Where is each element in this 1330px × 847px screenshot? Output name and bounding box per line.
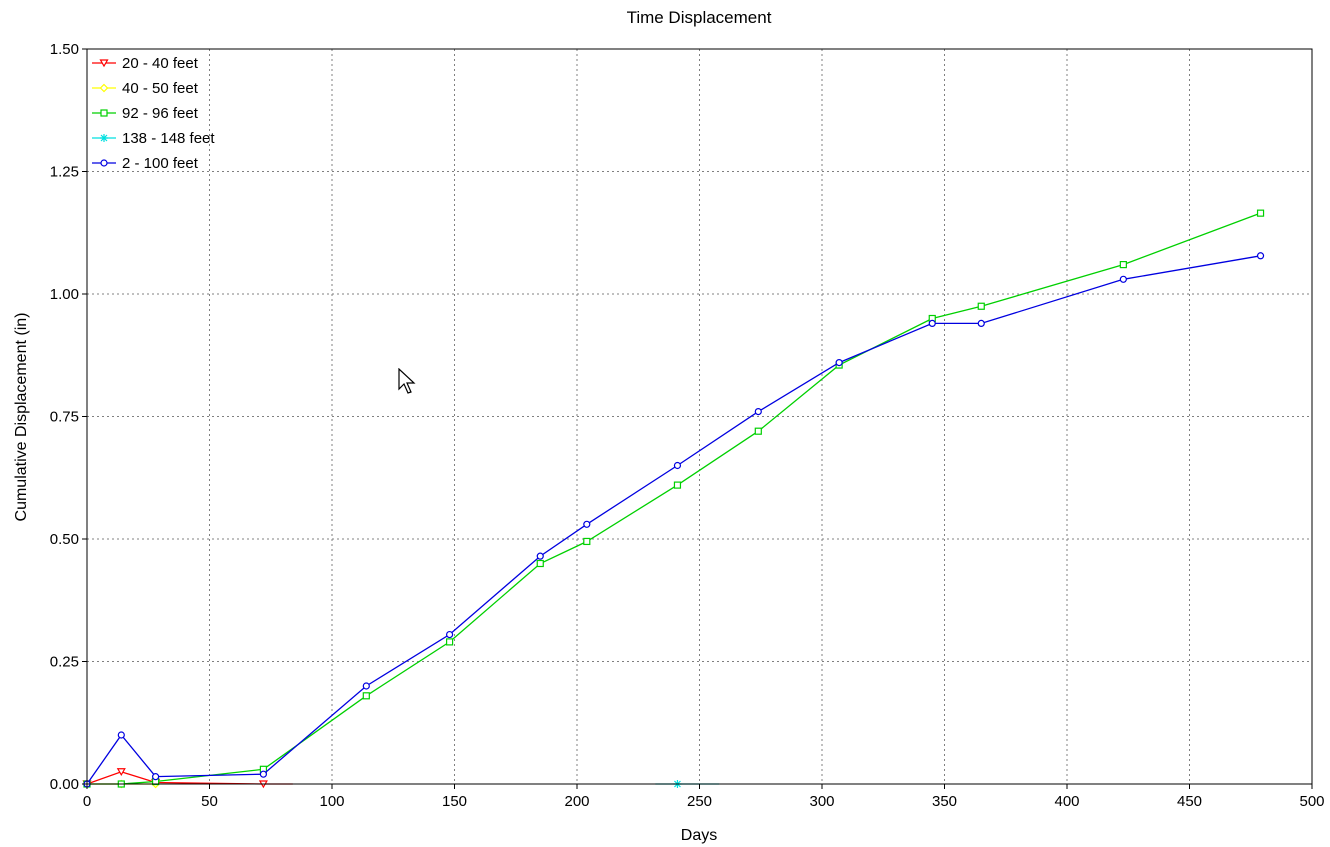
data-point: [362, 692, 370, 700]
y-tick-label: 0.50: [50, 531, 79, 548]
data-point: [446, 638, 454, 646]
y-tick-label: 0.25: [50, 654, 79, 671]
legend-label: 40 - 50 feet: [122, 80, 199, 97]
data-point: [536, 559, 544, 568]
x-tick-label: 0: [83, 793, 91, 810]
series-line: [87, 212, 1261, 785]
x-tick-label: 200: [564, 793, 589, 810]
y-tick-label: 0.75: [50, 409, 79, 426]
legend-label: 138 - 148 feet: [122, 130, 215, 147]
x-tick-label: 100: [319, 793, 344, 810]
data-point: [835, 359, 843, 367]
series-2-100feet: [83, 252, 1265, 788]
y-tick-label: 0.00: [50, 776, 79, 793]
grid: [87, 49, 1312, 784]
data-point: [117, 731, 125, 739]
legend-entry: 40 - 50 feet: [92, 80, 199, 97]
x-tick-label: 400: [1054, 793, 1079, 810]
legend-entry: 20 - 40 feet: [92, 55, 199, 72]
data-point: [1119, 275, 1127, 283]
y-tick-label: 1.00: [50, 286, 79, 303]
x-tick-label: 50: [201, 793, 218, 810]
chart-title: Time Displacement: [627, 8, 772, 27]
data-point: [754, 408, 762, 416]
x-tick-label: 450: [1177, 793, 1202, 810]
data-point: [583, 537, 591, 546]
data-point: [1256, 209, 1265, 217]
x-tick-label: 300: [809, 793, 834, 810]
data-point: [977, 302, 985, 310]
legend-entry: 92 - 96 feet: [92, 105, 199, 122]
data-point: [259, 770, 267, 778]
y-tick-label: 1.50: [50, 41, 79, 58]
data-point: [673, 481, 682, 489]
legend-marker: [100, 159, 108, 167]
data-point: [446, 630, 454, 639]
y-axis-label: Cumulative Displacement (in): [13, 313, 30, 522]
y-tick-label: 1.25: [50, 164, 79, 181]
data-point: [116, 768, 126, 776]
series-layer: [82, 209, 1265, 789]
x-tick-label: 500: [1299, 793, 1324, 810]
y-axis-ticks: 0.00 0.25 0.50 0.75 1.00 1.25 1.50: [50, 41, 87, 793]
data-point: [152, 773, 160, 781]
x-tick-label: 350: [932, 793, 957, 810]
data-point: [673, 461, 682, 470]
x-axis-label: Days: [681, 827, 717, 844]
legend-entry: 138 - 148 feet: [92, 130, 215, 147]
legend-label: 92 - 96 feet: [122, 105, 199, 122]
data-point: [928, 319, 936, 327]
legend-marker: [100, 134, 108, 142]
data-point: [583, 520, 591, 528]
series-line: [86, 255, 1261, 785]
legend-label: 20 - 40 feet: [122, 55, 199, 72]
series-92-96feet: [83, 209, 1265, 788]
x-tick-label: 150: [442, 793, 467, 810]
legend-marker: [99, 83, 109, 93]
legend-marker: [99, 59, 109, 68]
data-point: [1256, 252, 1265, 260]
x-tick-label: 250: [687, 793, 712, 810]
x-axis-ticks: 0 50 100 150 200 250 300 350 400 450 500: [83, 784, 1325, 810]
legend-label: 2 - 100 feet: [122, 155, 199, 172]
legend-marker: [100, 109, 108, 117]
legend: 20 - 40 feet 40 - 50 feet 92 - 96 feet 138 …: [92, 55, 215, 172]
mouse-pointer-icon: [398, 368, 416, 394]
data-point: [977, 319, 985, 327]
legend-entry: 2 - 100 feet: [92, 155, 199, 172]
data-point: [536, 552, 544, 560]
data-point: [754, 427, 762, 435]
data-point: [362, 682, 370, 690]
data-point: [1119, 261, 1127, 269]
